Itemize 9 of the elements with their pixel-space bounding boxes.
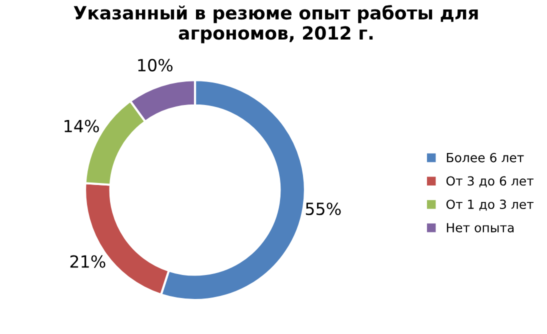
legend-label: От 1 до 3 лет [446, 200, 534, 211]
data-label: 55% [306, 202, 341, 216]
legend-label: Нет опыта [446, 223, 514, 232]
data-label: 14% [64, 120, 99, 132]
data-label: 10% [138, 58, 173, 72]
data-label: 21% [70, 255, 106, 268]
chart-title: Указанный в резюме опыт работы для агрономов, 2012 г. [74, 5, 478, 44]
legend-label: От 3 до 6 лет [446, 176, 534, 188]
legend-label: Более 6 лет [446, 152, 524, 162]
